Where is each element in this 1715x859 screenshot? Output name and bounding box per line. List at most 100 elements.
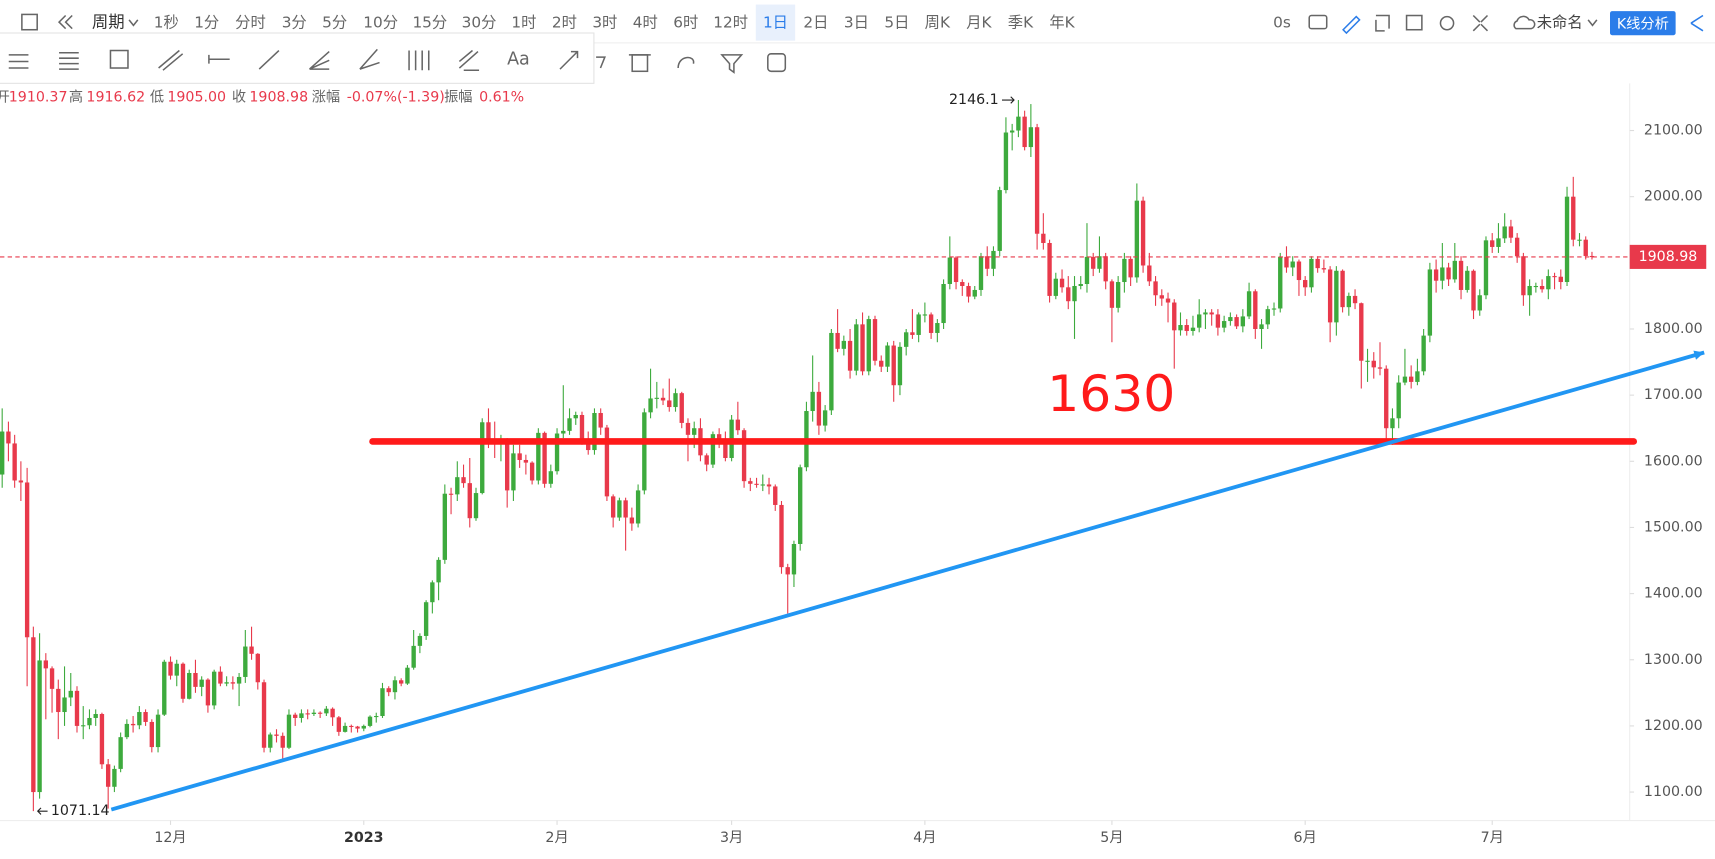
y-tick-label: 1100.00	[1644, 784, 1703, 800]
candle-body	[953, 257, 959, 283]
candle-body	[635, 490, 641, 524]
period-tab[interactable]: 分时	[235, 14, 266, 32]
candle-body	[1097, 256, 1102, 269]
period-tab[interactable]: 5分	[322, 14, 347, 32]
candle-body	[1091, 256, 1096, 269]
candle-body	[610, 496, 616, 518]
candle-body	[579, 414, 585, 441]
candle-body	[112, 768, 117, 787]
candle-body	[1246, 291, 1252, 317]
tool-fan[interactable]	[309, 51, 330, 70]
tool-hline[interactable]	[208, 54, 230, 64]
layout-icon[interactable]	[21, 13, 38, 31]
candle-body	[187, 672, 192, 699]
candle-body	[1134, 200, 1140, 278]
period-tab[interactable]: 6时	[673, 14, 698, 32]
tool-channel[interactable]	[158, 49, 184, 71]
period-tab[interactable]: 5日	[884, 14, 909, 32]
x-tick-label: 2月	[545, 830, 568, 846]
candle-body	[130, 723, 136, 726]
candle-body	[604, 427, 610, 497]
candle-body	[1215, 314, 1221, 328]
tool-edit[interactable]	[596, 56, 606, 69]
analysis-button[interactable]: K线分析	[1617, 15, 1669, 32]
period-tab[interactable]: 3分	[282, 14, 307, 32]
share-icon[interactable]	[1690, 14, 1704, 32]
candle-body	[972, 289, 977, 297]
candle-body	[1433, 269, 1439, 281]
y-tick-label: 1500.00	[1644, 519, 1703, 535]
tool-measure[interactable]	[559, 50, 579, 70]
tool-lines[interactable]	[59, 51, 79, 70]
candle-body	[1546, 276, 1551, 290]
period-tab[interactable]: 30分	[462, 14, 497, 32]
candle-body	[1022, 116, 1027, 148]
period-tab[interactable]: 1分	[194, 14, 219, 32]
text-tool[interactable]: Aa	[507, 49, 530, 69]
rewind-icon[interactable]	[57, 14, 73, 30]
period-tab[interactable]: 2日	[803, 14, 828, 32]
candle-body	[336, 717, 342, 732]
pen-icon[interactable]	[1342, 15, 1361, 35]
candle-body	[49, 668, 55, 689]
candle-body	[542, 432, 547, 484]
tool-magnet[interactable]	[677, 56, 695, 69]
candle-body	[1408, 376, 1414, 382]
tool-rect[interactable]	[109, 49, 129, 69]
y-tick-label: 1400.00	[1644, 586, 1703, 602]
period-tab[interactable]: 1日	[763, 14, 788, 32]
candle-body	[648, 398, 653, 413]
period-tab[interactable]: 12时	[713, 14, 748, 32]
period-tab[interactable]: 周K	[925, 14, 951, 32]
candle-body	[741, 430, 747, 482]
save-icon[interactable]	[1405, 14, 1423, 31]
candle-body	[12, 443, 17, 481]
frame-icon[interactable]	[1375, 14, 1390, 32]
candle-body	[997, 190, 1002, 251]
period-tab[interactable]: 季K	[1008, 14, 1034, 32]
period-tab[interactable]: 1秒	[154, 14, 179, 32]
candle-body	[897, 346, 903, 386]
period-tab[interactable]: 年K	[1049, 14, 1075, 32]
y-tick-label: 2000.00	[1644, 189, 1703, 205]
candle-body	[748, 481, 753, 484]
tool-pitchfork[interactable]	[359, 48, 380, 70]
period-tab[interactable]: 1时	[511, 14, 536, 32]
candle-body	[642, 412, 647, 491]
candle-body	[573, 414, 578, 419]
workspace-name[interactable]: 未命名	[1537, 14, 1583, 32]
period-tab[interactable]: 4时	[633, 14, 658, 32]
tool-trend[interactable]	[258, 49, 280, 70]
candle-body	[243, 646, 248, 677]
tool-sync[interactable]	[767, 53, 787, 73]
period-selector[interactable]: 周期	[92, 13, 125, 32]
camera-icon[interactable]	[1308, 14, 1328, 30]
tool-fib-time[interactable]	[408, 50, 430, 71]
period-tab[interactable]: 2时	[552, 14, 577, 32]
fullscreen-icon[interactable]	[1472, 14, 1489, 32]
candle-body	[1483, 240, 1489, 296]
period-tab[interactable]: 3日	[844, 14, 869, 32]
candle-body	[311, 712, 317, 715]
candle-body	[143, 712, 148, 722]
timer[interactable]: 0s	[1273, 14, 1291, 32]
period-tab[interactable]: 3时	[592, 14, 617, 32]
candle-body	[405, 667, 410, 684]
candle-body	[361, 725, 366, 729]
candle-body	[480, 422, 485, 494]
candle-body	[798, 467, 803, 544]
candle-body	[1384, 368, 1389, 429]
settings-icon[interactable]	[1439, 15, 1455, 31]
header-value: 1910.37	[9, 90, 68, 106]
candle-body	[854, 324, 859, 371]
y-tick-label: 1700.00	[1644, 387, 1703, 403]
period-tab[interactable]: 15分	[412, 14, 447, 32]
analysis-button-bg[interactable]	[1610, 11, 1676, 36]
tool-gann[interactable]	[458, 49, 480, 71]
tool-filter[interactable]	[720, 54, 744, 74]
period-tab[interactable]: 10分	[363, 14, 398, 32]
candle-body	[766, 484, 772, 487]
cloud-icon[interactable]	[1513, 15, 1536, 30]
period-tab[interactable]: 月K	[966, 14, 992, 32]
tool-menu[interactable]	[8, 54, 29, 69]
